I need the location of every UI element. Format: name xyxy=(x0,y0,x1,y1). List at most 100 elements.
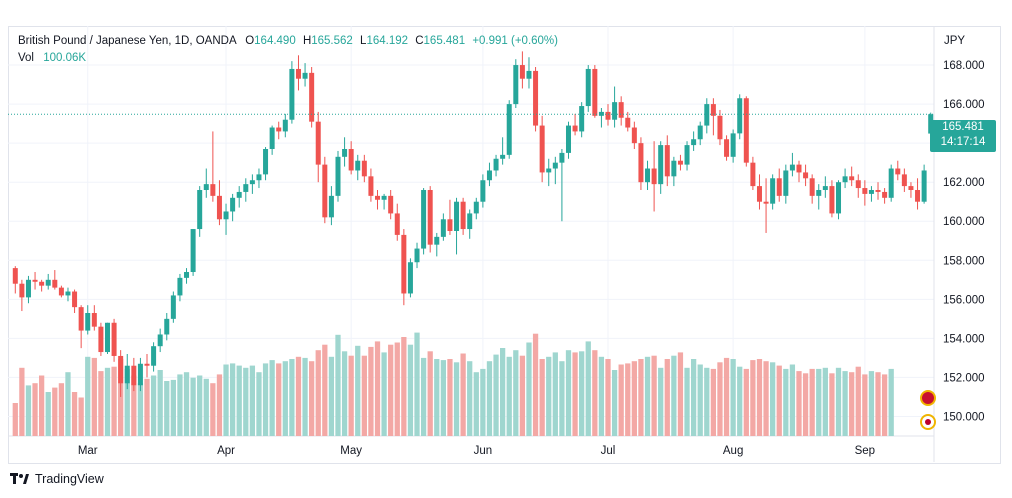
low-value: 164.192 xyxy=(366,35,409,47)
candle-body xyxy=(295,68,301,79)
candle-body xyxy=(585,68,591,107)
volume-bar xyxy=(137,383,144,436)
candle-body xyxy=(98,326,104,353)
candle-body xyxy=(513,65,519,105)
volume-bar xyxy=(605,359,611,436)
volume-bar xyxy=(341,351,348,436)
candle-body xyxy=(559,152,565,163)
y-tick-label: 150.000 xyxy=(943,411,985,423)
x-tick-label: Aug xyxy=(723,445,743,457)
candle-body xyxy=(85,313,91,331)
volume-bar xyxy=(322,344,328,436)
jpy-flag-icon[interactable] xyxy=(920,414,936,430)
volume-bar xyxy=(822,367,828,436)
candle-body xyxy=(822,186,828,190)
volume-bar xyxy=(526,342,532,436)
last-price-value: 165.481 xyxy=(942,121,984,133)
x-tick-label: May xyxy=(340,445,362,457)
volume-bar xyxy=(447,359,453,436)
volume-bar xyxy=(223,364,229,436)
candle-body xyxy=(704,104,710,126)
volume-bar xyxy=(829,373,835,436)
candle-body xyxy=(631,127,637,144)
candle-body xyxy=(645,168,651,183)
candle-body xyxy=(72,291,78,308)
volume-bar xyxy=(335,334,341,436)
candle-body xyxy=(691,139,697,146)
volume-bar xyxy=(579,351,585,436)
volume-bar xyxy=(374,341,381,436)
high-label: H xyxy=(302,35,312,47)
volume-bar xyxy=(862,374,868,436)
candle-body xyxy=(750,162,756,187)
candle-body xyxy=(328,195,334,218)
candle-body xyxy=(486,170,492,181)
candle-body xyxy=(697,125,703,140)
candle-body xyxy=(223,211,229,220)
y-tick-label: 160.000 xyxy=(943,216,985,228)
volume-bar xyxy=(368,346,374,436)
candle-body xyxy=(783,170,789,196)
candle-body xyxy=(809,178,815,196)
x-tick-label: Jul xyxy=(601,445,616,457)
candle-body xyxy=(45,279,51,286)
chart-frame xyxy=(8,26,1001,464)
gbp-flag-icon[interactable] xyxy=(920,390,936,406)
candle-body xyxy=(460,201,466,230)
candle-body xyxy=(579,106,585,132)
volume-bar xyxy=(519,355,526,436)
volume-bar xyxy=(559,361,565,436)
candle-body xyxy=(671,160,677,177)
candle-body xyxy=(473,201,479,214)
candle-body xyxy=(612,102,618,120)
volume-bar xyxy=(592,350,598,436)
volume-bar xyxy=(131,375,137,436)
volume-bar xyxy=(704,367,710,436)
candle-body xyxy=(440,219,446,237)
x-tick-label: Mar xyxy=(78,445,98,457)
low-label: L xyxy=(360,35,367,47)
candle-body xyxy=(355,160,361,171)
volume-bar xyxy=(52,387,58,436)
volume-bar xyxy=(71,392,78,436)
volume-bar xyxy=(539,359,545,436)
volume-bar xyxy=(802,373,809,436)
candle-body xyxy=(572,125,578,132)
candle-body xyxy=(276,127,282,132)
candle-body xyxy=(862,188,868,194)
volume-bar xyxy=(585,341,591,436)
volume-legend: Vol 100.06K xyxy=(18,52,86,64)
volume-bar xyxy=(842,371,848,436)
candle-body xyxy=(243,184,249,192)
candle-body xyxy=(677,160,683,165)
tradingview-branding[interactable]: TradingView xyxy=(10,472,104,486)
volume-bar xyxy=(677,352,684,436)
volume-bar xyxy=(401,337,407,436)
candle-body xyxy=(908,186,914,190)
candle-body xyxy=(414,248,420,263)
candle-body xyxy=(177,277,183,296)
high-value: 165.562 xyxy=(311,35,353,47)
volume-bar xyxy=(776,365,782,436)
volume-bar xyxy=(690,359,697,436)
volume-bar xyxy=(552,352,558,436)
candle-body xyxy=(348,149,354,171)
volume-bar xyxy=(500,348,506,436)
volume-bar xyxy=(414,332,420,436)
volume-bar xyxy=(453,362,460,436)
candle-body xyxy=(289,68,295,120)
volume-bar xyxy=(407,344,414,436)
candlestick-chart[interactable]: 150.000 152.000 154.000 156.000 158.000 160.0… xyxy=(8,26,1001,464)
volume-bar xyxy=(710,368,717,436)
currency-label: JPY xyxy=(944,35,965,47)
volume-bar xyxy=(763,361,769,436)
candle-body xyxy=(157,334,163,347)
volume-bar xyxy=(32,383,38,436)
candle-body xyxy=(118,355,124,384)
volume-bar xyxy=(881,374,888,436)
candle-body xyxy=(592,68,598,116)
volume-bar xyxy=(78,397,84,436)
volume-bar xyxy=(618,364,624,436)
volume-bar xyxy=(315,350,321,436)
candle-body xyxy=(842,176,848,183)
